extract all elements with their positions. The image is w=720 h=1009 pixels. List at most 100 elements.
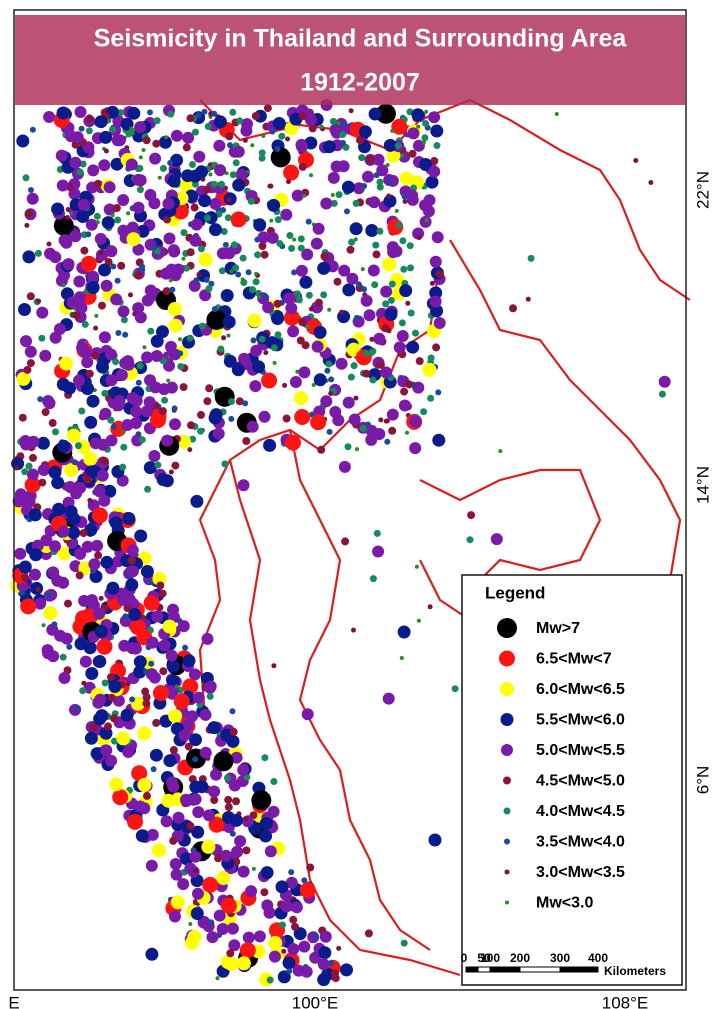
epicenter: [162, 197, 175, 210]
epicenter: [117, 593, 130, 606]
epicenter: [429, 295, 442, 308]
epicenter: [412, 329, 419, 337]
epicenter: [192, 887, 204, 900]
epicenter: [232, 178, 246, 192]
epicenter: [101, 389, 109, 397]
epicenter: [151, 244, 157, 251]
epicenter: [302, 193, 307, 198]
epicenter: [298, 112, 307, 121]
legend-box: [461, 574, 683, 986]
epicenter: [132, 243, 145, 256]
epicenter: [344, 208, 350, 215]
epicenter: [144, 485, 152, 493]
epicenter: [79, 529, 88, 538]
epicenter: [40, 534, 53, 547]
epicenter: [369, 376, 377, 384]
epicenter: [168, 348, 181, 361]
epicenter: [122, 613, 129, 620]
epicenter: [253, 930, 266, 943]
epicenter: [103, 484, 117, 498]
epicenter: [384, 308, 398, 321]
epicenter: [95, 220, 100, 225]
epicenter: [147, 109, 153, 116]
epicenter: [36, 306, 49, 319]
epicenter: [287, 325, 300, 338]
epicenter: [81, 356, 94, 369]
epicenter: [257, 294, 261, 299]
epicenter: [24, 476, 41, 493]
epicenter: [258, 410, 271, 423]
epicenter: [179, 178, 194, 193]
epicenter: [122, 331, 129, 338]
legend-title: Legend: [485, 583, 545, 602]
epicenter: [350, 362, 358, 370]
epicenter: [342, 396, 355, 409]
legend-label: 4.0<Mw<4.5: [536, 803, 625, 820]
epicenter: [400, 939, 408, 947]
epicenter: [235, 168, 248, 181]
epicenter: [390, 128, 395, 133]
epicenter: [98, 494, 111, 507]
epicenter: [384, 438, 391, 445]
epicenter: [241, 815, 254, 828]
epicenter: [278, 132, 286, 140]
epicenter: [312, 222, 325, 235]
epicenter: [159, 164, 167, 172]
epicenter: [198, 252, 213, 267]
coastline: [199, 98, 691, 301]
epicenter: [190, 494, 204, 508]
epicenter: [120, 429, 125, 434]
epicenter: [232, 797, 240, 806]
epicenter: [249, 380, 262, 393]
epicenter: [212, 427, 225, 440]
epicenter: [146, 636, 159, 649]
epicenter: [115, 330, 122, 336]
epicenter: [21, 468, 29, 476]
epicenter: [328, 391, 334, 396]
epicenter: [158, 639, 171, 652]
epicenter: [202, 185, 211, 194]
epicenter: [383, 418, 389, 424]
epicenter: [451, 685, 459, 693]
epicenter: [280, 900, 293, 913]
epicenter: [51, 621, 58, 628]
epicenter: [295, 296, 303, 304]
epicenter: [46, 241, 52, 247]
epicenter: [340, 139, 346, 146]
epicenter: [190, 218, 203, 231]
epicenter: [115, 369, 128, 382]
epicenter: [110, 293, 123, 306]
epicenter: [391, 118, 408, 135]
epicenter: [165, 649, 178, 662]
earthquake-points: [10, 99, 671, 987]
epicenter: [349, 222, 363, 236]
epicenter: [236, 956, 251, 971]
epicenter: [192, 128, 199, 136]
epicenter: [189, 733, 202, 747]
epicenter: [490, 533, 503, 546]
legend-label: Mw>7: [536, 620, 580, 637]
epicenter: [218, 267, 226, 275]
epicenter: [297, 235, 305, 243]
epicenter: [360, 267, 365, 272]
epicenter: [197, 427, 205, 435]
epicenter: [394, 208, 399, 213]
epicenter: [161, 434, 174, 447]
epicenter: [362, 349, 370, 357]
epicenter: [112, 204, 121, 212]
epicenter: [203, 397, 212, 406]
epicenter: [235, 271, 242, 278]
epicenter: [167, 110, 175, 118]
epicenter: [122, 512, 136, 525]
coastline: [419, 468, 602, 591]
epicenter: [320, 197, 333, 210]
scale-tick-label: 300: [550, 951, 570, 965]
epicenter: [373, 529, 381, 537]
epicenter: [279, 921, 286, 929]
epicenter: [232, 145, 245, 158]
epicenter: [187, 421, 195, 430]
epicenter: [181, 256, 186, 261]
epicenter: [247, 313, 262, 328]
epicenter: [189, 793, 202, 806]
epicenter: [86, 394, 100, 408]
